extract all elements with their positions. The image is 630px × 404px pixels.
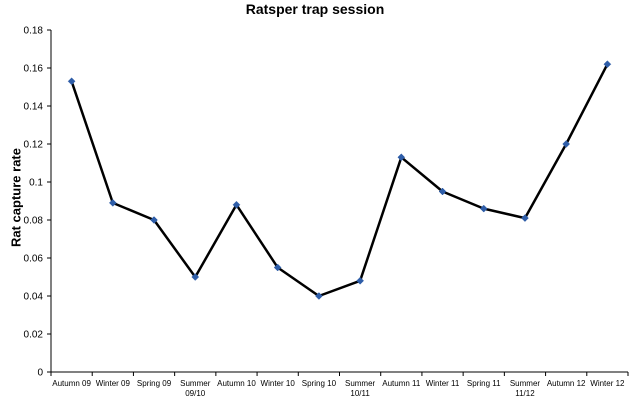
data-point xyxy=(315,292,323,300)
x-tick-label: Summer 10/11 xyxy=(345,379,376,398)
data-point xyxy=(273,263,282,272)
data-point xyxy=(232,200,241,209)
y-tick-label: 0.1 xyxy=(29,178,43,189)
x-tick-label: Summer 11/12 xyxy=(510,379,541,398)
data-point xyxy=(521,214,529,222)
y-tick-label: 0.08 xyxy=(24,216,44,227)
y-tick-label: 0.14 xyxy=(24,102,44,113)
x-tick-label: Spring 09 xyxy=(137,379,172,388)
x-tick-label: Autumn 10 xyxy=(217,379,256,388)
chart-title: Ratsper trap session xyxy=(245,1,385,17)
x-tick-label: Autumn 09 xyxy=(52,379,91,388)
y-tick-label: 0.02 xyxy=(24,330,44,341)
x-tick-label: Winter 10 xyxy=(261,379,296,388)
data-point xyxy=(562,140,571,148)
data-point xyxy=(150,216,158,224)
data-point xyxy=(356,276,364,285)
x-tick-label: Winter 09 xyxy=(96,379,131,388)
y-tick-label: 0.16 xyxy=(24,64,44,75)
data-point xyxy=(438,187,447,196)
x-tick-label: Autumn 11 xyxy=(382,379,421,388)
series-line xyxy=(70,63,609,298)
y-tick-label: 0.12 xyxy=(24,140,44,151)
x-tick-label: Summer 09/10 xyxy=(180,379,211,398)
y-tick-label: 0.04 xyxy=(24,292,44,303)
data-point xyxy=(108,199,117,207)
x-tick-label: Winter 12 xyxy=(590,379,625,388)
y-tick-label: 0.18 xyxy=(24,26,44,37)
data-point xyxy=(397,153,406,162)
y-tick-label: 0 xyxy=(37,368,43,379)
y-tick-label: 0.06 xyxy=(24,254,44,265)
data-point xyxy=(191,273,200,281)
data-point xyxy=(603,60,612,69)
data-point xyxy=(67,77,76,86)
x-tick-label: Spring 10 xyxy=(302,379,337,388)
x-tick-label: Winter 11 xyxy=(426,379,460,388)
x-tick-label: Autumn 12 xyxy=(547,379,586,388)
x-tick-label: Spring 11 xyxy=(467,379,501,388)
data-point xyxy=(479,204,488,213)
